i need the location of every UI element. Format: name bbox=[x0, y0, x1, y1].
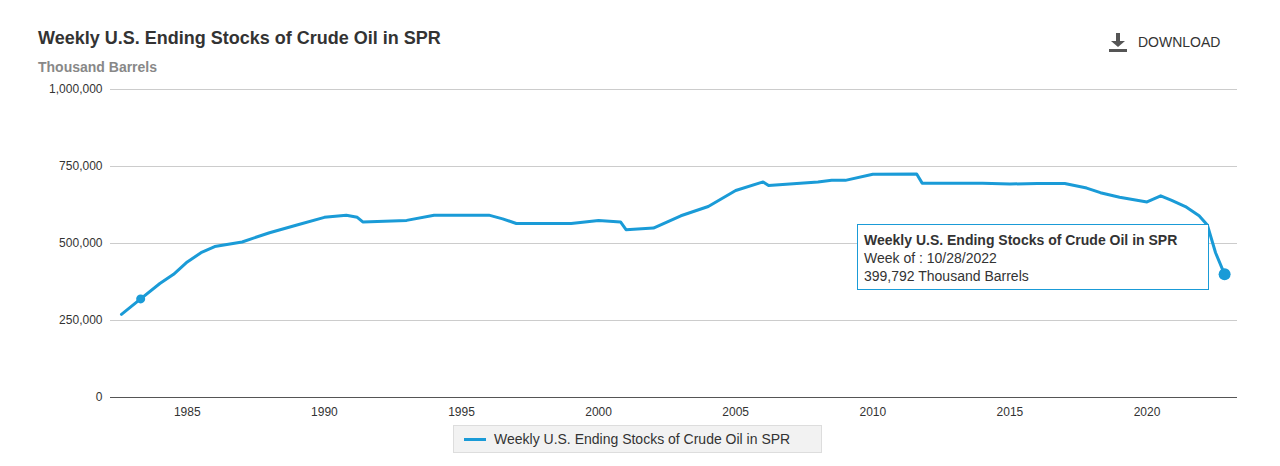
svg-text:2005: 2005 bbox=[722, 405, 749, 419]
html-text:399,792 Thousand Barrels: 399,792 Thousand Barrels bbox=[864, 268, 1029, 284]
html-text:Weekly U.S. Ending Stocks of C: Weekly U.S. Ending Stocks of Crude Oil i… bbox=[38, 28, 441, 48]
svg-text:500,000: 500,000 bbox=[59, 236, 103, 250]
svg-text:0: 0 bbox=[96, 390, 103, 404]
svg-text:1995: 1995 bbox=[448, 405, 475, 419]
html-text:Week of : 10/28/2022: Week of : 10/28/2022 bbox=[864, 250, 997, 266]
svg-text:2020: 2020 bbox=[1134, 405, 1161, 419]
svg-text:750,000: 750,000 bbox=[59, 159, 103, 173]
svg-text:2000: 2000 bbox=[585, 405, 612, 419]
svg-text:2015: 2015 bbox=[997, 405, 1024, 419]
html-text:Weekly U.S. Ending Stocks of C: Weekly U.S. Ending Stocks of Crude Oil i… bbox=[494, 431, 791, 447]
svg-text:1985: 1985 bbox=[174, 405, 201, 419]
html-text:Thousand Barrels: Thousand Barrels bbox=[38, 59, 157, 75]
svg-text:1990: 1990 bbox=[311, 405, 338, 419]
html-text:Weekly U.S. Ending Stocks of C: Weekly U.S. Ending Stocks of Crude Oil i… bbox=[864, 232, 1178, 248]
html-text:DOWNLOAD: DOWNLOAD bbox=[1138, 34, 1221, 50]
svg-text:250,000: 250,000 bbox=[59, 313, 103, 327]
svg-text:1,000,000: 1,000,000 bbox=[49, 82, 103, 96]
svg-text:2010: 2010 bbox=[859, 405, 886, 419]
